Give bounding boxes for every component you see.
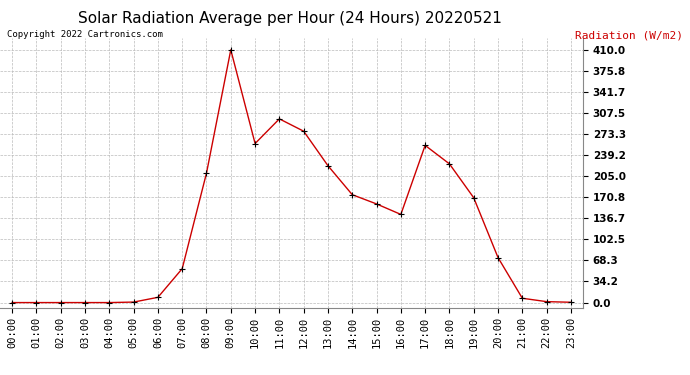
Text: Solar Radiation Average per Hour (24 Hours) 20220521: Solar Radiation Average per Hour (24 Hou… [78,11,502,26]
Text: Copyright 2022 Cartronics.com: Copyright 2022 Cartronics.com [7,30,163,39]
Text: Radiation (W/m2): Radiation (W/m2) [575,30,683,40]
